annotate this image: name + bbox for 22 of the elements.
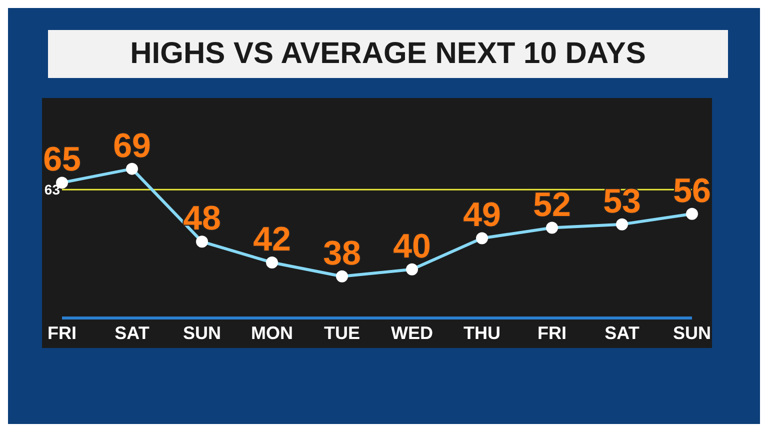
data-label: 48 xyxy=(183,200,221,238)
data-label: 69 xyxy=(113,126,151,165)
data-label: 42 xyxy=(253,220,291,258)
chart-title: HIGHS VS AVERAGE NEXT 10 DAYS xyxy=(48,30,728,78)
x-tick-label: SUN xyxy=(182,322,222,343)
data-label: 52 xyxy=(533,186,571,224)
x-tick-label: THU xyxy=(464,322,500,343)
ref-line-label: 63 xyxy=(44,182,60,198)
data-label: 49 xyxy=(463,196,501,234)
x-tick-label: FRI xyxy=(48,322,76,343)
data-label: 53 xyxy=(603,182,641,220)
x-tick-label: MON xyxy=(251,322,293,343)
data-label: 65 xyxy=(43,140,81,179)
data-label: 40 xyxy=(393,227,431,266)
x-tick-label: SAT xyxy=(114,322,150,343)
data-label: 56 xyxy=(673,172,711,210)
x-tick-label: FRI xyxy=(538,322,566,343)
x-tick-label: SAT xyxy=(604,322,640,343)
data-label: 38 xyxy=(323,234,361,272)
x-tick-label: WED xyxy=(391,322,433,343)
x-tick-label: SUN xyxy=(672,322,712,343)
x-tick-label: TUE xyxy=(324,322,360,343)
